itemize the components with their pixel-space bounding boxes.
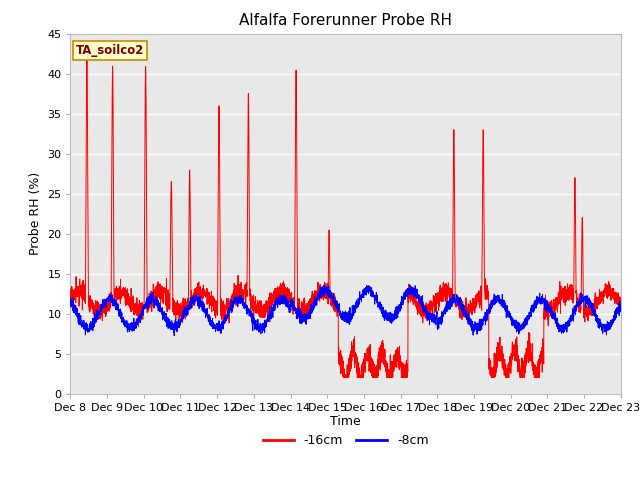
X-axis label: Time: Time bbox=[330, 415, 361, 429]
Legend: -16cm, -8cm: -16cm, -8cm bbox=[258, 429, 434, 452]
Title: Alfalfa Forerunner Probe RH: Alfalfa Forerunner Probe RH bbox=[239, 13, 452, 28]
Text: TA_soilco2: TA_soilco2 bbox=[76, 44, 144, 58]
Y-axis label: Probe RH (%): Probe RH (%) bbox=[29, 172, 42, 255]
